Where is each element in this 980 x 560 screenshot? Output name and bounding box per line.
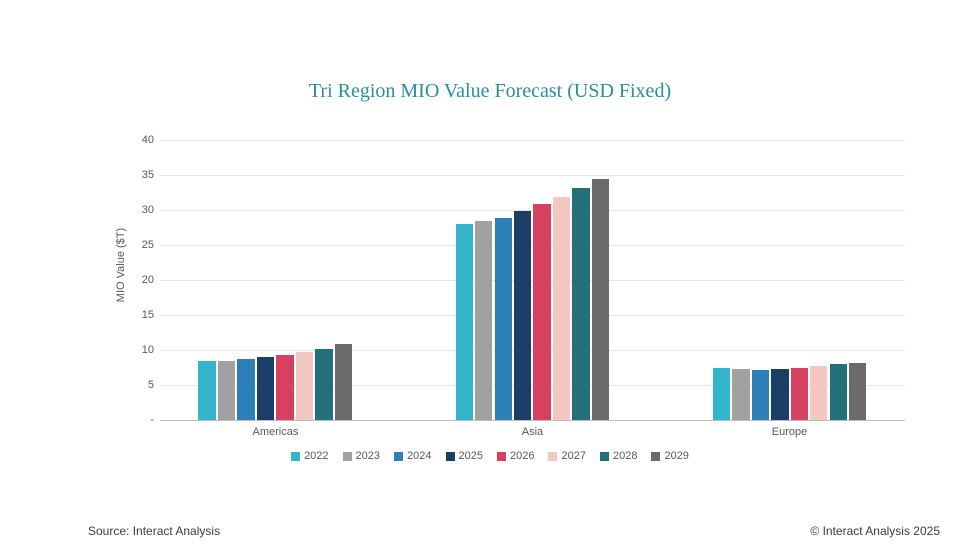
- bar: [276, 355, 293, 420]
- bar: [315, 349, 332, 420]
- x-category-label: Asia: [426, 420, 640, 438]
- bar: [771, 369, 788, 420]
- legend-swatch: [548, 452, 557, 461]
- legend-item: 2025: [446, 450, 483, 462]
- legend-item: 2026: [497, 450, 534, 462]
- bar-group: [198, 140, 352, 420]
- bar: [218, 361, 235, 421]
- y-tick-label: -: [150, 414, 160, 426]
- chart-title: Tri Region MIO Value Forecast (USD Fixed…: [0, 80, 980, 103]
- bar: [456, 224, 473, 420]
- legend-item: 2023: [343, 450, 380, 462]
- bar: [257, 357, 274, 420]
- bar: [791, 368, 808, 421]
- y-tick-label: 15: [142, 309, 160, 321]
- y-tick-label: 5: [148, 379, 160, 391]
- bar: [198, 361, 215, 421]
- x-category-label: Americas: [168, 420, 382, 438]
- bar: [495, 218, 512, 420]
- bar: [849, 363, 866, 420]
- legend-item: 2022: [291, 450, 328, 462]
- legend-swatch: [446, 452, 455, 461]
- copyright-text: © Interact Analysis 2025: [810, 524, 940, 538]
- y-tick-label: 30: [142, 204, 160, 216]
- legend-label: 2023: [356, 450, 380, 462]
- bar: [572, 188, 589, 420]
- x-category-label: Europe: [683, 420, 897, 438]
- bar: [732, 369, 749, 420]
- bar: [713, 368, 730, 420]
- source-text: Source: Interact Analysis: [88, 524, 220, 538]
- y-axis-label: MIO Value ($T): [115, 205, 127, 325]
- bar: [592, 179, 609, 420]
- legend-label: 2024: [407, 450, 431, 462]
- bar: [553, 197, 570, 420]
- bar: [514, 211, 531, 420]
- bar: [533, 204, 550, 420]
- bar: [810, 366, 827, 420]
- bar: [752, 370, 769, 420]
- y-tick-label: 10: [142, 344, 160, 356]
- legend: 2022 2023 2024 2025 2026 2027 2028 2029: [0, 450, 980, 462]
- legend-label: 2025: [459, 450, 483, 462]
- plot-area: -510152025303540AmericasAsiaEurope: [160, 140, 905, 421]
- legend-label: 2026: [510, 450, 534, 462]
- y-tick-label: 35: [142, 169, 160, 181]
- y-tick-label: 20: [142, 274, 160, 286]
- bar: [830, 364, 847, 420]
- legend-label: 2027: [561, 450, 585, 462]
- legend-swatch: [497, 452, 506, 461]
- legend-label: 2022: [304, 450, 328, 462]
- legend-label: 2028: [613, 450, 637, 462]
- legend-item: 2024: [394, 450, 431, 462]
- bar-group: [456, 140, 610, 420]
- bar-group: [713, 140, 867, 420]
- y-tick-label: 25: [142, 239, 160, 251]
- legend-label: 2029: [664, 450, 688, 462]
- bar: [237, 359, 254, 420]
- legend-item: 2029: [651, 450, 688, 462]
- y-tick-label: 40: [142, 134, 160, 146]
- bar: [296, 352, 313, 420]
- legend-item: 2027: [548, 450, 585, 462]
- legend-swatch: [291, 452, 300, 461]
- chart-container: Tri Region MIO Value Forecast (USD Fixed…: [0, 0, 980, 560]
- legend-item: 2028: [600, 450, 637, 462]
- legend-swatch: [600, 452, 609, 461]
- legend-swatch: [651, 452, 660, 461]
- legend-swatch: [343, 452, 352, 461]
- legend-swatch: [394, 452, 403, 461]
- bar: [475, 221, 492, 420]
- bar: [335, 344, 352, 420]
